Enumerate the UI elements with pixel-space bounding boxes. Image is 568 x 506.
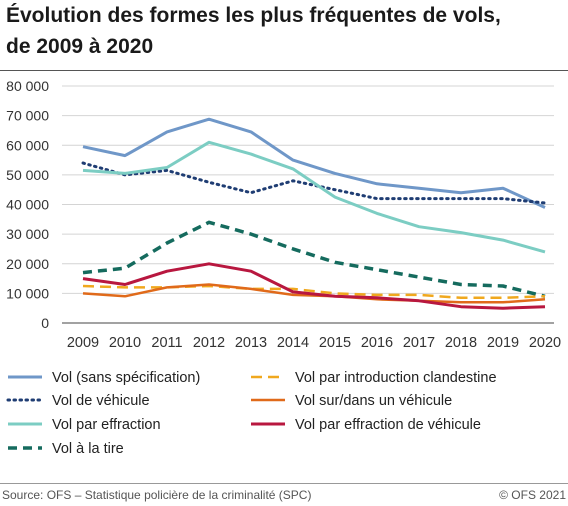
line-chart: 0 10 000 20 000 30 000 40 000 50 000 60 000 70 … xyxy=(6,78,561,457)
y-axis: 0 10 000 20 000 30 000 40 000 50 000 60 000 70 … xyxy=(6,78,49,331)
title-divider xyxy=(0,70,568,71)
y-tick-label: 80 000 xyxy=(6,78,49,94)
x-tick-label: 2019 xyxy=(487,335,519,351)
legend: Vol (sans spécification) Vol de véhicule V… xyxy=(6,370,497,457)
legend-label: Vol de véhicule xyxy=(52,393,150,409)
y-tick-label: 0 xyxy=(41,315,49,331)
series-line-vol-sans-sp-cification xyxy=(82,117,546,209)
series-line-vol-par-effraction-de-v-hicule xyxy=(82,262,546,310)
y-tick-label: 40 000 xyxy=(6,197,49,213)
x-tick-label: 2010 xyxy=(109,335,141,351)
source-note: Source: OFS – Statistique policière de l… xyxy=(2,488,312,502)
x-axis: 2009 2010 2011 2012 2013 2014 2015 2016 2017 2018… xyxy=(67,335,561,351)
series-line-vol-par-introduction-clandestine xyxy=(82,284,546,300)
chart-title: Évolution des formes les plus fréquentes… xyxy=(6,0,562,62)
x-tick-label: 2020 xyxy=(529,335,561,351)
legend-label: Vol par introduction clandestine xyxy=(295,370,497,386)
legend-label: Vol par effraction xyxy=(52,417,161,433)
y-tick-label: 70 000 xyxy=(6,108,49,124)
y-tick-label: 60 000 xyxy=(6,137,49,153)
chart-title-line-1: Évolution des formes les plus fréquentes… xyxy=(6,4,501,27)
x-tick-label: 2014 xyxy=(277,335,309,351)
x-tick-label: 2009 xyxy=(67,335,99,351)
series-line-vol-par-effraction xyxy=(82,140,546,254)
x-tick-label: 2017 xyxy=(403,335,435,351)
series-lines xyxy=(81,117,547,310)
copyright-note: © OFS 2021 xyxy=(499,488,566,502)
x-tick-label: 2016 xyxy=(361,335,393,351)
footer-divider xyxy=(0,483,568,484)
y-tick-label: 10 000 xyxy=(6,285,49,301)
legend-label: Vol sur/dans un véhicule xyxy=(295,393,452,409)
y-tick-label: 50 000 xyxy=(6,167,49,183)
y-tick-label: 30 000 xyxy=(6,226,49,242)
y-tick-label: 20 000 xyxy=(6,256,49,272)
x-tick-label: 2012 xyxy=(193,335,225,351)
legend-label: Vol (sans spécification) xyxy=(52,370,200,386)
legend-label: Vol par effraction de véhicule xyxy=(295,417,481,433)
x-tick-label: 2018 xyxy=(445,335,477,351)
chart-title-line-2: de 2009 à 2020 xyxy=(6,35,154,58)
x-tick-label: 2011 xyxy=(151,335,182,351)
x-tick-label: 2015 xyxy=(319,335,351,351)
series-line-vol-la-tire xyxy=(82,220,546,298)
legend-label: Vol à la tire xyxy=(52,441,124,457)
x-tick-label: 2013 xyxy=(235,335,267,351)
series-line-vol-de-v-hicule xyxy=(81,161,547,205)
